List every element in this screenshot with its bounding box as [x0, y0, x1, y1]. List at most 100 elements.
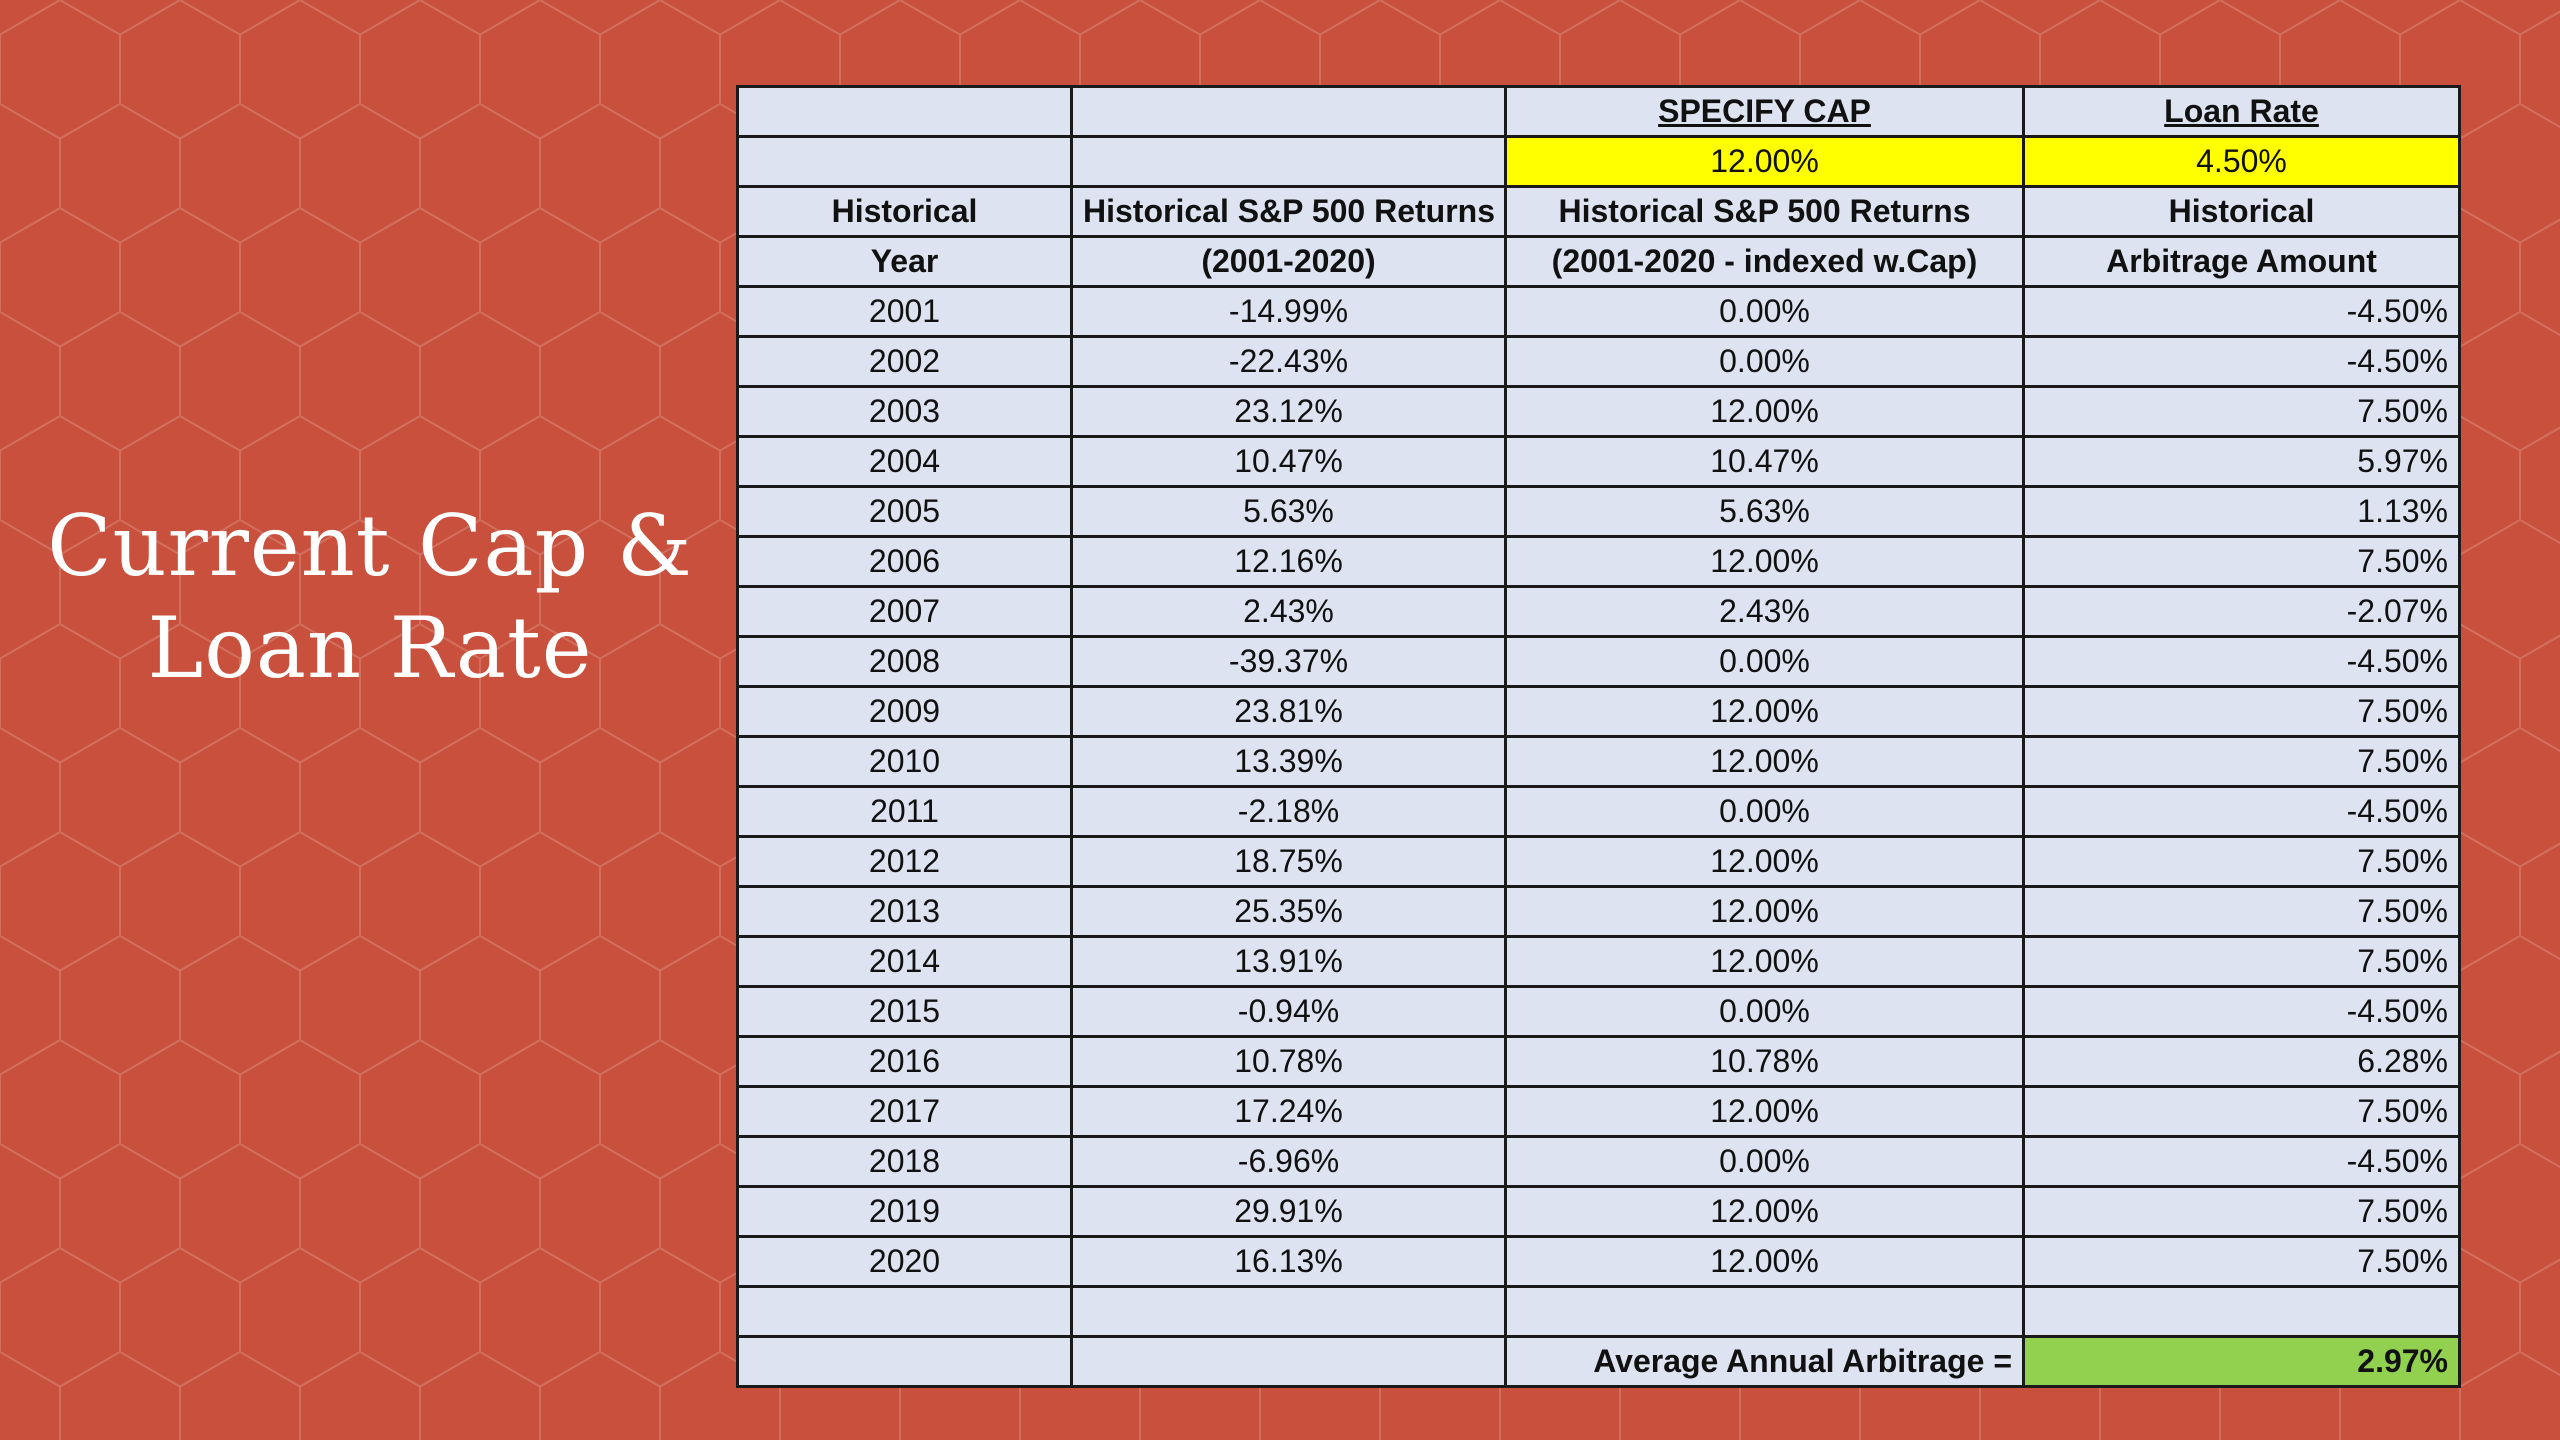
- arbitrage-amount-cell[interactable]: -4.50%: [2022, 1135, 2461, 1188]
- year-cell[interactable]: 2012: [736, 835, 1073, 888]
- cap-value-cell[interactable]: 12.00%: [1504, 135, 2025, 188]
- arbitrage-amount-cell[interactable]: -4.50%: [2022, 285, 2461, 338]
- year-cell[interactable]: 2011: [736, 785, 1073, 838]
- year-cell[interactable]: 2001: [736, 285, 1073, 338]
- header-row-caption: SPECIFY CAP Loan Rate: [736, 85, 2461, 138]
- sp-return-cell[interactable]: 2.43%: [1070, 585, 1507, 638]
- year-cell[interactable]: 2017: [736, 1085, 1073, 1138]
- arbitrage-amount-cell[interactable]: 7.50%: [2022, 1235, 2461, 1288]
- loan-rate-value-cell[interactable]: 4.50%: [2022, 135, 2461, 188]
- arbitrage-amount-cell[interactable]: 7.50%: [2022, 1185, 2461, 1238]
- indexed-return-cell[interactable]: 0.00%: [1504, 335, 2025, 388]
- table-row: 2004 10.47% 10.47% 5.97%: [736, 435, 2461, 488]
- arbitrage-amount-cell[interactable]: 7.50%: [2022, 1085, 2461, 1138]
- sp-return-cell[interactable]: -14.99%: [1070, 285, 1507, 338]
- sp-return-cell[interactable]: 23.12%: [1070, 385, 1507, 438]
- year-cell[interactable]: 2008: [736, 635, 1073, 688]
- indexed-return-cell[interactable]: 0.00%: [1504, 285, 2025, 338]
- indexed-return-cell[interactable]: 12.00%: [1504, 1235, 2025, 1288]
- year-cell[interactable]: 2010: [736, 735, 1073, 788]
- sp-return-cell[interactable]: 5.63%: [1070, 485, 1507, 538]
- arbitrage-amount-cell[interactable]: -4.50%: [2022, 985, 2461, 1038]
- arbitrage-amount-cell[interactable]: 7.50%: [2022, 935, 2461, 988]
- indexed-return-cell[interactable]: 12.00%: [1504, 1085, 2025, 1138]
- arbitrage-amount-cell[interactable]: 6.28%: [2022, 1035, 2461, 1088]
- header-row-inputs: 12.00% 4.50%: [736, 135, 2461, 188]
- table-row: 2017 17.24% 12.00% 7.50%: [736, 1085, 2461, 1138]
- indexed-return-cell[interactable]: 0.00%: [1504, 985, 2025, 1038]
- year-cell[interactable]: 2020: [736, 1235, 1073, 1288]
- arbitrage-amount-cell[interactable]: -4.50%: [2022, 785, 2461, 838]
- indexed-return-cell[interactable]: 12.00%: [1504, 885, 2025, 938]
- indexed-return-cell[interactable]: 10.78%: [1504, 1035, 2025, 1088]
- year-cell[interactable]: 2016: [736, 1035, 1073, 1088]
- header-row-subtitles: Year (2001-2020) (2001-2020 - indexed w.…: [736, 235, 2461, 288]
- year-cell[interactable]: 2015: [736, 985, 1073, 1038]
- sp-return-cell[interactable]: 18.75%: [1070, 835, 1507, 888]
- empty-cell: [1070, 85, 1507, 138]
- sp-return-cell[interactable]: 29.91%: [1070, 1185, 1507, 1238]
- year-cell[interactable]: 2004: [736, 435, 1073, 488]
- indexed-return-cell[interactable]: 0.00%: [1504, 1135, 2025, 1188]
- indexed-return-cell[interactable]: 12.00%: [1504, 835, 2025, 888]
- indexed-return-cell[interactable]: 12.00%: [1504, 935, 2025, 988]
- average-arbitrage-value[interactable]: 2.97%: [2022, 1335, 2461, 1388]
- year-cell[interactable]: 2007: [736, 585, 1073, 638]
- sp-return-cell[interactable]: 10.78%: [1070, 1035, 1507, 1088]
- arbitrage-amount-cell[interactable]: 1.13%: [2022, 485, 2461, 538]
- sp-return-cell[interactable]: -2.18%: [1070, 785, 1507, 838]
- year-cell[interactable]: 2014: [736, 935, 1073, 988]
- year-cell[interactable]: 2013: [736, 885, 1073, 938]
- sp-return-cell[interactable]: 12.16%: [1070, 535, 1507, 588]
- table-row: 2012 18.75% 12.00% 7.50%: [736, 835, 2461, 888]
- empty-cell: [736, 135, 1073, 188]
- arbitrage-amount-cell[interactable]: -2.07%: [2022, 585, 2461, 638]
- indexed-return-cell[interactable]: 12.00%: [1504, 1185, 2025, 1238]
- sp-return-cell[interactable]: -22.43%: [1070, 335, 1507, 388]
- arbitrage-amount-cell[interactable]: 5.97%: [2022, 435, 2461, 488]
- arbitrage-amount-cell[interactable]: -4.50%: [2022, 335, 2461, 388]
- column-header-indexed-bottom: (2001-2020 - indexed w.Cap): [1504, 235, 2025, 288]
- empty-cell: [1070, 135, 1507, 188]
- sp-return-cell[interactable]: 16.13%: [1070, 1235, 1507, 1288]
- year-cell[interactable]: 2005: [736, 485, 1073, 538]
- indexed-return-cell[interactable]: 5.63%: [1504, 485, 2025, 538]
- year-cell[interactable]: 2019: [736, 1185, 1073, 1238]
- arbitrage-amount-cell[interactable]: 7.50%: [2022, 835, 2461, 888]
- year-cell[interactable]: 2002: [736, 335, 1073, 388]
- table-row: 2018 -6.96% 0.00% -4.50%: [736, 1135, 2461, 1188]
- table-row: 2014 13.91% 12.00% 7.50%: [736, 935, 2461, 988]
- arbitrage-amount-cell[interactable]: 7.50%: [2022, 535, 2461, 588]
- table-row: 2008 -39.37% 0.00% -4.50%: [736, 635, 2461, 688]
- indexed-return-cell[interactable]: 0.00%: [1504, 635, 2025, 688]
- sp-return-cell[interactable]: 10.47%: [1070, 435, 1507, 488]
- year-cell[interactable]: 2003: [736, 385, 1073, 438]
- sp-return-cell[interactable]: 17.24%: [1070, 1085, 1507, 1138]
- sp-return-cell[interactable]: -0.94%: [1070, 985, 1507, 1038]
- sp-return-cell[interactable]: -39.37%: [1070, 635, 1507, 688]
- indexed-return-cell[interactable]: 2.43%: [1504, 585, 2025, 638]
- sp-return-cell[interactable]: 13.39%: [1070, 735, 1507, 788]
- year-cell[interactable]: 2006: [736, 535, 1073, 588]
- indexed-return-cell[interactable]: 10.47%: [1504, 435, 2025, 488]
- indexed-return-cell[interactable]: 12.00%: [1504, 685, 2025, 738]
- table-row: 2003 23.12% 12.00% 7.50%: [736, 385, 2461, 438]
- arbitrage-amount-cell[interactable]: 7.50%: [2022, 735, 2461, 788]
- arbitrage-amount-cell[interactable]: -4.50%: [2022, 635, 2461, 688]
- year-cell[interactable]: 2018: [736, 1135, 1073, 1188]
- indexed-return-cell[interactable]: 12.00%: [1504, 535, 2025, 588]
- column-header-sp-returns-top: Historical S&P 500 Returns: [1070, 185, 1507, 238]
- specify-cap-label: SPECIFY CAP: [1504, 85, 2025, 138]
- sp-return-cell[interactable]: -6.96%: [1070, 1135, 1507, 1188]
- indexed-return-cell[interactable]: 0.00%: [1504, 785, 2025, 838]
- indexed-return-cell[interactable]: 12.00%: [1504, 735, 2025, 788]
- sp-return-cell[interactable]: 13.91%: [1070, 935, 1507, 988]
- arbitrage-amount-cell[interactable]: 7.50%: [2022, 385, 2461, 438]
- year-cell[interactable]: 2009: [736, 685, 1073, 738]
- arbitrage-amount-cell[interactable]: 7.50%: [2022, 885, 2461, 938]
- arbitrage-amount-cell[interactable]: 7.50%: [2022, 685, 2461, 738]
- sp-return-cell[interactable]: 25.35%: [1070, 885, 1507, 938]
- indexed-return-cell[interactable]: 12.00%: [1504, 385, 2025, 438]
- empty-cell: [736, 1335, 1073, 1388]
- sp-return-cell[interactable]: 23.81%: [1070, 685, 1507, 738]
